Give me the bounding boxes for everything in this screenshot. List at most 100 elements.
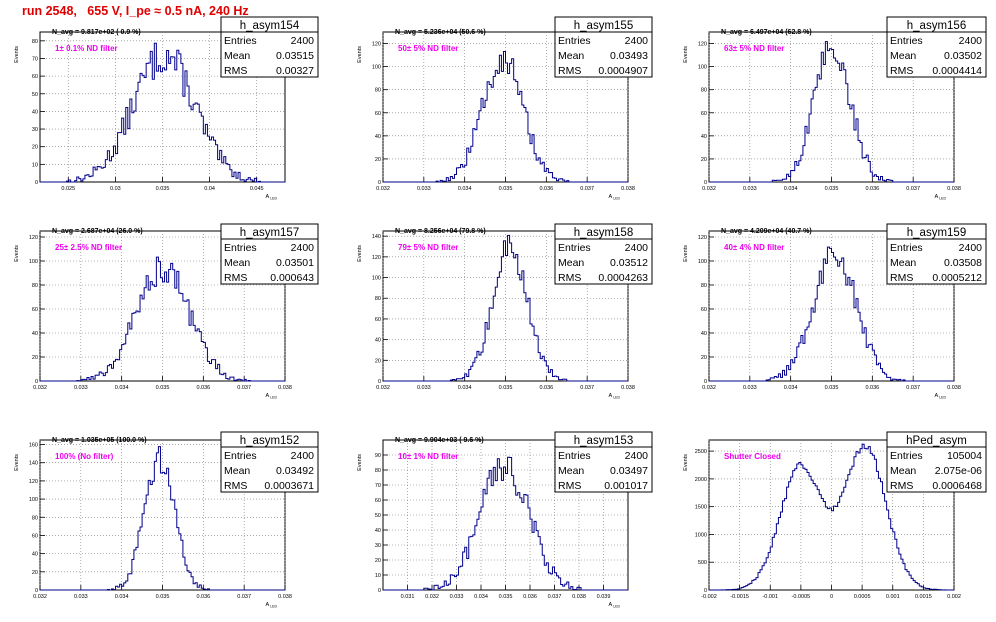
x-tick-label: 0.038 <box>278 594 292 600</box>
y-tick-label: 80 <box>375 468 381 474</box>
y-axis-title: Events <box>357 245 363 262</box>
y-tick-label: 140 <box>372 234 381 240</box>
stats-entries-label: Entries <box>224 242 257 254</box>
y-tick-label: 80 <box>701 283 707 289</box>
x-tick-label: 0.037 <box>580 186 594 192</box>
filter-note: Shutter Closed <box>724 452 781 461</box>
filter-note: 25± 2.5% ND filter <box>55 243 122 252</box>
stats-entries-label: Entries <box>224 450 257 462</box>
histogram-panel-h_asym156: 0.032 0.033 0.034 0.035 0.036 0.037 0.038 0 20 40… <box>683 16 987 201</box>
x-tick-label: 0.032 <box>376 385 390 391</box>
x-tick-label: 0.036 <box>865 385 879 391</box>
stats-rms-value: 0.0003671 <box>264 480 314 492</box>
y-tick-label: 80 <box>701 88 707 94</box>
y-tick-label: 120 <box>29 479 38 485</box>
stats-rms-label: RMS <box>890 272 913 284</box>
x-tick-label: 0.036 <box>523 594 537 600</box>
x-tick-label: 0.031 <box>401 594 415 600</box>
x-tick-label: 0.035 <box>156 594 170 600</box>
stats-entries-label: Entries <box>890 242 923 254</box>
histogram-panel-h_asym154: 0.025 0.03 0.035 0.04 0.045 0 10 20 30 40 50 60 70 80… <box>14 16 319 201</box>
x-axis-title: A LED <box>266 602 278 609</box>
y-tick-label: 60 <box>375 317 381 323</box>
stats-mean-label: Mean <box>558 465 584 477</box>
stats-box <box>554 223 653 285</box>
stats-mean-value: 0.03492 <box>276 465 314 477</box>
y-tick-label: 50 <box>375 513 381 519</box>
x-tick-label: 0.033 <box>743 385 757 391</box>
y-tick-label: 60 <box>32 533 38 539</box>
stats-title: h_asym158 <box>574 227 633 239</box>
y-tick-label: 0 <box>35 180 38 186</box>
y-tick-label: 2500 <box>695 449 707 455</box>
filter-note: 63± 5% ND filter <box>724 44 784 53</box>
x-tick-label: 0.035 <box>825 385 839 391</box>
stats-mean-label: Mean <box>224 50 250 62</box>
x-tick-label: 0.033 <box>74 594 88 600</box>
stats-box <box>220 16 319 78</box>
x-tick-label: 0.035 <box>156 385 170 391</box>
y-tick-label: 2000 <box>695 477 707 483</box>
x-axis-title: A LED <box>266 393 278 400</box>
y-tick-label: 1500 <box>695 505 707 511</box>
stats-rms-label: RMS <box>890 65 913 77</box>
x-tick-label: 0.036 <box>196 594 210 600</box>
y-tick-label: 0 <box>704 379 707 385</box>
filter-note: 1± 0.1% ND filter <box>55 44 118 53</box>
y-tick-label: 160 <box>29 443 38 449</box>
navg-label: N_avg = 9.817e+02 ( 0.9 %) <box>52 29 141 36</box>
stats-rms-value: 0.0006468 <box>932 480 982 492</box>
filter-note: 79± 5% ND filter <box>398 243 458 252</box>
x-tick-label: 0.038 <box>572 594 586 600</box>
navg-label: N_avg = 1.035e+05 (100.0 %) <box>52 437 147 444</box>
y-axis-title: Events <box>683 454 689 471</box>
y-tick-label: 100 <box>372 65 381 71</box>
histogram-panel-hPed_asym: -0.002 -0.0015 -0.001 -0.0005 0 0.0005 0.001 0.… <box>683 431 987 600</box>
stats-rms-label: RMS <box>558 480 581 492</box>
stats-entries-value: 2400 <box>625 450 649 462</box>
x-tick-label: 0.034 <box>474 594 488 600</box>
y-axis-title: Events <box>14 245 20 262</box>
stats-box <box>220 223 319 285</box>
y-tick-label: 40 <box>701 331 707 337</box>
stats-rms-value: 0.0004263 <box>598 272 648 284</box>
x-tick-label: 0.037 <box>237 594 251 600</box>
histogram-panel-h_asym157: 0.032 0.033 0.034 0.035 0.036 0.037 0.038 0 20 40… <box>14 223 319 400</box>
filter-note: 40± 4% ND filter <box>724 243 784 252</box>
y-tick-label: 80 <box>32 39 38 45</box>
navg-label: N_avg = 6.497e+04 (62.8 %) <box>721 29 812 36</box>
x-tick-label: 0.037 <box>906 385 920 391</box>
x-tick-label: 0.002 <box>947 594 961 600</box>
x-tick-label: 0.035 <box>499 186 513 192</box>
stats-title: h_asym157 <box>240 227 299 239</box>
x-axis-title: A LED <box>266 194 278 201</box>
stats-box <box>886 223 987 285</box>
y-tick-label: 500 <box>698 560 707 566</box>
stats-mean-label: Mean <box>224 465 250 477</box>
stats-rms-value: 0.0004907 <box>598 65 648 77</box>
y-tick-label: 60 <box>701 307 707 313</box>
stats-mean-label: Mean <box>890 465 916 477</box>
stats-entries-value: 2400 <box>959 242 983 254</box>
navg-label: N_avg = 2.687e+04 (26.0 %) <box>52 228 143 235</box>
stats-rms-value: 0.0004414 <box>932 65 982 77</box>
x-tick-label: 0.038 <box>621 385 635 391</box>
y-tick-label: 20 <box>375 157 381 163</box>
x-tick-label: 0.036 <box>196 385 210 391</box>
stats-title: hPed_asym <box>906 435 967 447</box>
x-axis-title: A LED <box>609 194 621 201</box>
x-axis-title: A LED <box>609 602 621 609</box>
histogram-panel-h_asym153: 0.031 0.032 0.033 0.034 0.035 0.036 0.037 0.038… <box>357 431 653 609</box>
x-tick-label: 0.035 <box>156 186 170 192</box>
stats-entries-label: Entries <box>558 35 591 47</box>
y-axis-title: Events <box>357 46 363 63</box>
histogram-line <box>709 443 954 591</box>
stats-title: h_asym152 <box>240 435 299 447</box>
x-tick-label: 0.033 <box>74 385 88 391</box>
x-tick-label: 0.001 <box>886 594 900 600</box>
x-tick-label: 0.033 <box>417 385 431 391</box>
filter-note: 100% (No filter) <box>55 452 114 461</box>
stats-rms-label: RMS <box>890 480 913 492</box>
y-tick-label: 30 <box>32 127 38 133</box>
x-tick-label: 0.038 <box>278 385 292 391</box>
